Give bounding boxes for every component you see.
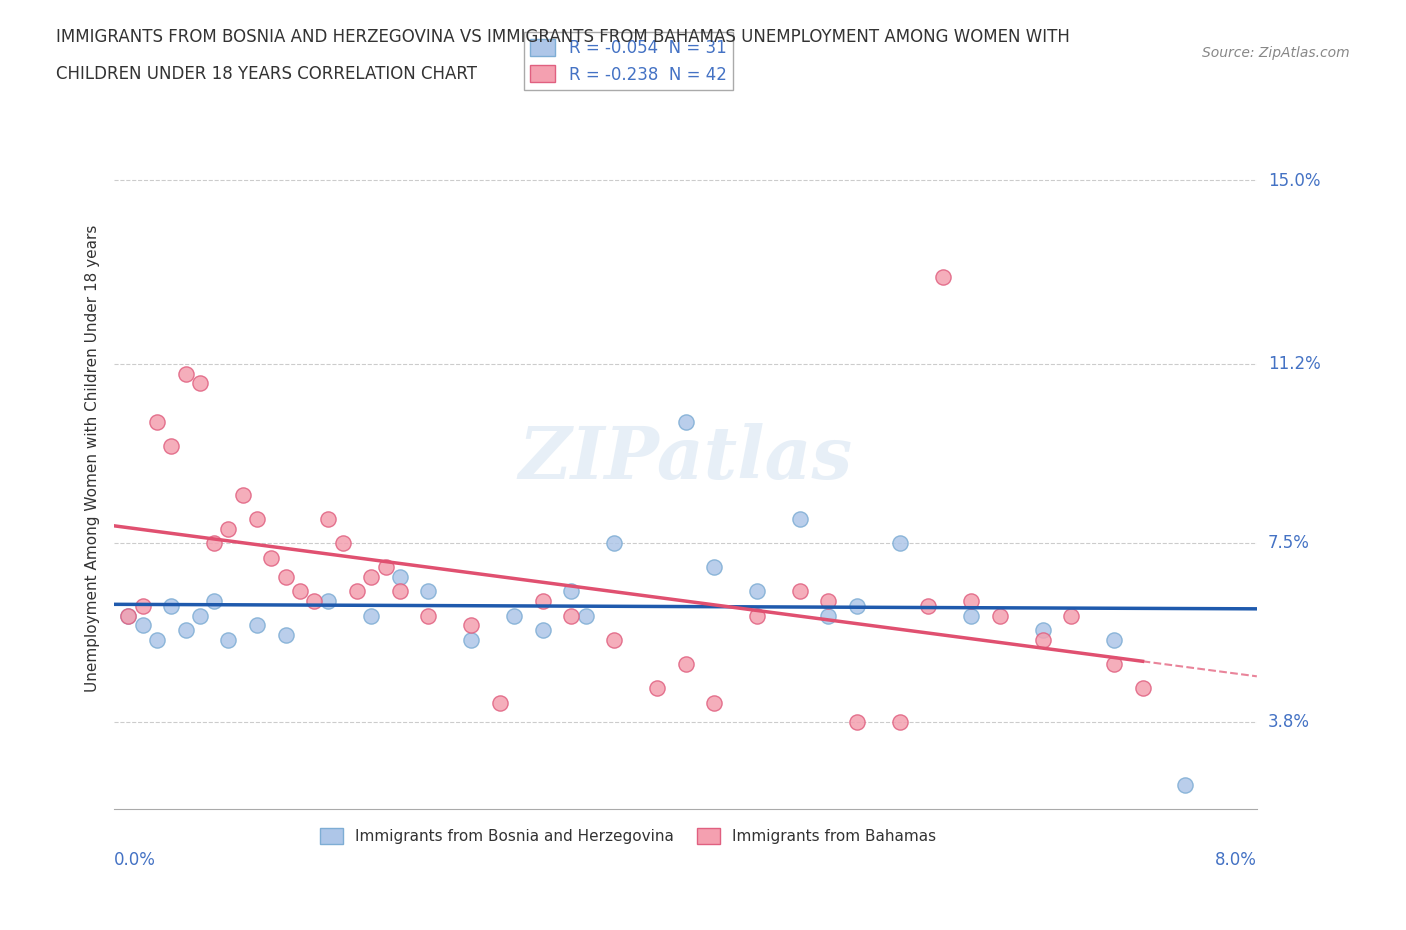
Point — [1060, 608, 1083, 623]
Point — [132, 598, 155, 613]
Text: Source: ZipAtlas.com: Source: ZipAtlas.com — [1202, 46, 1350, 60]
Point — [117, 608, 139, 623]
Text: 3.8%: 3.8% — [1268, 712, 1310, 731]
Point — [288, 584, 311, 599]
Point — [332, 536, 354, 551]
Point — [789, 584, 811, 599]
Point — [188, 376, 211, 391]
Point — [931, 270, 953, 285]
Point — [202, 536, 225, 551]
Point — [360, 569, 382, 584]
Point — [246, 512, 269, 526]
Point — [960, 608, 983, 623]
Point — [460, 618, 482, 632]
Point — [274, 569, 297, 584]
Point — [703, 560, 725, 575]
Point — [160, 598, 183, 613]
Point — [988, 608, 1011, 623]
Point — [603, 632, 626, 647]
Text: 11.2%: 11.2% — [1268, 355, 1320, 373]
Point — [346, 584, 368, 599]
Point — [489, 695, 512, 710]
Point — [360, 608, 382, 623]
Point — [232, 487, 254, 502]
Point — [188, 608, 211, 623]
Point — [531, 622, 554, 637]
Legend: Immigrants from Bosnia and Herzegovina, Immigrants from Bahamas: Immigrants from Bosnia and Herzegovina, … — [314, 822, 942, 850]
Point — [260, 550, 283, 565]
Point — [889, 536, 911, 551]
Point — [418, 584, 440, 599]
Text: 15.0%: 15.0% — [1268, 171, 1320, 190]
Point — [202, 593, 225, 608]
Point — [560, 584, 582, 599]
Point — [388, 569, 411, 584]
Y-axis label: Unemployment Among Women with Children Under 18 years: Unemployment Among Women with Children U… — [86, 225, 100, 692]
Text: 7.5%: 7.5% — [1268, 534, 1310, 552]
Point — [531, 593, 554, 608]
Point — [174, 622, 197, 637]
Point — [789, 512, 811, 526]
Point — [388, 584, 411, 599]
Point — [645, 681, 668, 696]
Point — [1102, 632, 1125, 647]
Point — [418, 608, 440, 623]
Point — [603, 536, 626, 551]
Point — [817, 608, 839, 623]
Point — [703, 695, 725, 710]
Point — [217, 632, 239, 647]
Point — [146, 632, 169, 647]
Point — [132, 618, 155, 632]
Point — [675, 657, 697, 671]
Point — [1032, 632, 1054, 647]
Point — [560, 608, 582, 623]
Point — [146, 415, 169, 430]
Point — [845, 598, 868, 613]
Text: 8.0%: 8.0% — [1215, 851, 1257, 869]
Point — [817, 593, 839, 608]
Point — [274, 628, 297, 643]
Text: IMMIGRANTS FROM BOSNIA AND HERZEGOVINA VS IMMIGRANTS FROM BAHAMAS UNEMPLOYMENT A: IMMIGRANTS FROM BOSNIA AND HERZEGOVINA V… — [56, 28, 1070, 46]
Point — [845, 714, 868, 729]
Text: 0.0%: 0.0% — [114, 851, 156, 869]
Point — [960, 593, 983, 608]
Point — [745, 608, 768, 623]
Point — [217, 521, 239, 536]
Text: CHILDREN UNDER 18 YEARS CORRELATION CHART: CHILDREN UNDER 18 YEARS CORRELATION CHAR… — [56, 65, 477, 83]
Point — [174, 366, 197, 381]
Point — [318, 512, 340, 526]
Point — [1174, 777, 1197, 792]
Point — [889, 714, 911, 729]
Point — [160, 439, 183, 454]
Point — [745, 584, 768, 599]
Point — [318, 593, 340, 608]
Point — [374, 560, 396, 575]
Point — [246, 618, 269, 632]
Point — [117, 608, 139, 623]
Point — [574, 608, 596, 623]
Text: ZIPatlas: ZIPatlas — [519, 423, 852, 494]
Point — [460, 632, 482, 647]
Point — [503, 608, 526, 623]
Point — [675, 415, 697, 430]
Point — [1102, 657, 1125, 671]
Point — [917, 598, 939, 613]
Point — [1132, 681, 1154, 696]
Point — [302, 593, 325, 608]
Point — [1032, 622, 1054, 637]
